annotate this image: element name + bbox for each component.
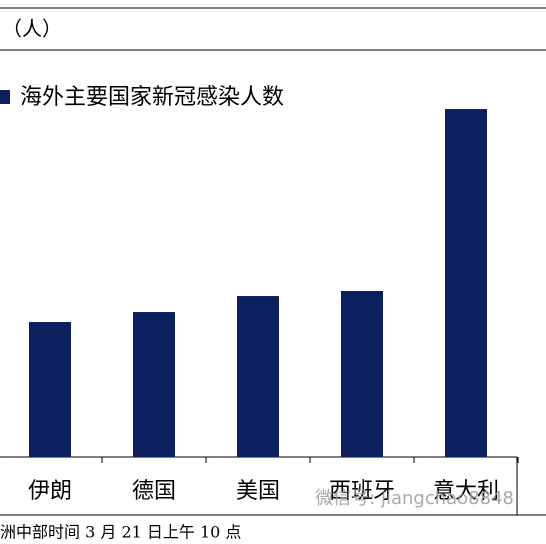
x-tick-label: 伊朗 <box>28 479 72 504</box>
legend-label: 海外主要国家新冠感染人数 <box>20 85 284 110</box>
legend-swatch <box>0 90 10 104</box>
bar <box>29 322 71 457</box>
x-tick-label: 西班牙 <box>329 479 395 504</box>
bar <box>445 109 487 457</box>
bar <box>341 291 383 457</box>
x-tick-label: 美国 <box>236 479 280 504</box>
x-tick-label: 意大利 <box>433 479 499 504</box>
bar <box>237 296 279 457</box>
bar <box>133 312 175 457</box>
watermark: 微信号: jiangchao8848 <box>315 488 514 509</box>
unit-label: （人） <box>2 17 62 41</box>
x-tick-label: 德国 <box>132 479 176 504</box>
note: 洲中部时间 3 月 21 日上午 10 点 <box>0 523 241 542</box>
